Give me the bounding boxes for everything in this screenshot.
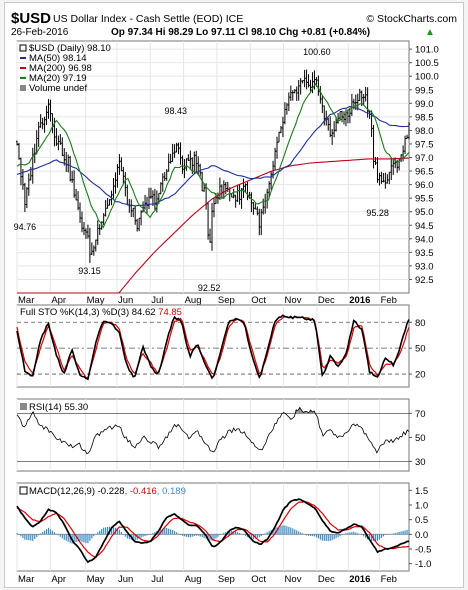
- symbol-title: $USD: [11, 10, 51, 27]
- x-axis-label: 2016: [349, 295, 370, 306]
- legend-swatch-price: [19, 44, 27, 52]
- price-ytick-label: 94.5: [415, 221, 434, 232]
- x-axis-label: Sep: [218, 295, 235, 306]
- price-ytick-label: 98.0: [415, 126, 434, 137]
- price-ytick-label: 94.0: [415, 234, 434, 245]
- rsi-legend-swatch: [20, 403, 27, 410]
- macd-legend: MACD(12,26,9) -0.228, -0.416, 0.189: [29, 486, 186, 497]
- x-axis-label: Dec: [318, 295, 335, 306]
- macd-ytick-label: -0.5: [415, 545, 431, 556]
- price-ytick-label: 101.0: [415, 45, 439, 56]
- price-annotation: 94.76: [14, 222, 37, 232]
- x-axis-label: Nov: [285, 574, 302, 585]
- rsi-panel: 70 50 30 RSI(14) 55.30: [16, 398, 426, 472]
- x-axis-label: Apr: [51, 574, 66, 585]
- x-axis-label: May: [87, 574, 105, 585]
- price-panel-border: [16, 40, 410, 294]
- stochastic-ytick-label: 80: [415, 318, 426, 329]
- price-annotation: 93.15: [78, 266, 101, 276]
- stochastic-legend-d: 74.85: [158, 307, 182, 318]
- macd-ytick-label: 1.0: [415, 501, 428, 512]
- price-ytick-label: 100.5: [415, 58, 439, 69]
- rsi-legend: RSI(14) 55.30: [29, 402, 88, 413]
- macd-panel: 1.5 1.0 0.5 0.0 -0.5 -1.0 MACD(12,26,9) -0.228…: [16, 482, 431, 585]
- price-panel: 94.76 93.15 98.43 92.52 100.60 95.28 101.0 100.…: [14, 40, 439, 306]
- price-ytick-label: 97.0: [415, 153, 434, 164]
- rsi-ytick-label: 50: [415, 433, 426, 444]
- x-axis-label: Jul: [151, 574, 163, 585]
- rsi-ytick-label: 70: [415, 409, 426, 420]
- macd-ytick-label: 0.0: [415, 530, 428, 541]
- macd-legend-macd: MACD(12,26,9) -0.228: [29, 486, 125, 497]
- stochastic-legend: Full STO %K(14,3) %D(3) 84.62 74.85: [20, 307, 182, 318]
- x-axis-label: Sep: [218, 574, 235, 585]
- price-annotation: 92.52: [198, 283, 221, 293]
- price-ytick-label: 92.5: [415, 275, 434, 286]
- x-axis-label: Nov: [285, 295, 302, 306]
- legend-volume: Volume undef: [29, 83, 87, 94]
- chart-canvas: $USD US Dollar Index - Cash Settle (EOD)…: [11, 10, 457, 585]
- x-axis-label: Jun: [118, 295, 133, 306]
- stochastic-legend-prefix: Full STO %K(14,3) %D(3): [20, 307, 132, 318]
- price-ytick-label: 100.0: [415, 72, 439, 83]
- legend-ma200: MA(200) 96.98: [29, 63, 92, 74]
- macd-legend-hist: , 0.189: [157, 486, 186, 497]
- stochastic-ytick-label: 20: [415, 370, 426, 381]
- price-ytick-label: 99.0: [415, 99, 434, 110]
- x-axis-label: 2016: [349, 574, 370, 585]
- price-ytick-label: 96.0: [415, 180, 434, 191]
- x-axis-label: Oct: [251, 574, 266, 585]
- price-annotation: 95.28: [366, 208, 389, 218]
- legend-swatch-volume: [20, 85, 26, 91]
- macd-ytick-label: 1.5: [415, 486, 428, 497]
- x-axis-label: May: [87, 295, 105, 306]
- x-axis-label: Apr: [51, 295, 66, 306]
- legend-title: $USD (Daily) 98.10: [29, 43, 111, 54]
- stochastic-legend-k: 84.62: [132, 307, 158, 318]
- macd-legend-signal: , -0.416: [125, 486, 157, 497]
- price-ytick-label: 97.5: [415, 139, 434, 150]
- symbol-description: US Dollar Index - Cash Settle (EOD) ICE: [53, 13, 243, 25]
- x-axis-label: Feb: [381, 295, 397, 306]
- macd-ytick-label: -1.0: [415, 559, 431, 570]
- macd-legend-swatch: [19, 486, 28, 495]
- x-axis-label: Dec: [318, 574, 335, 585]
- rsi-line: [16, 406, 410, 455]
- price-ytick-label: 95.0: [415, 207, 434, 218]
- price-ytick-label: 93.0: [415, 261, 434, 272]
- stochastic-panel: 80 50 20 Full STO %K(14,3) %D(3) 84.62 74.8…: [16, 304, 426, 388]
- rsi-ytick-label: 30: [415, 457, 426, 468]
- x-axis-label: Mar: [18, 574, 34, 585]
- x-axis-label: Jul: [151, 295, 163, 306]
- ma50-line: [16, 105, 410, 207]
- x-axis-label: Aug: [185, 295, 202, 306]
- macd-panel-border: [16, 482, 410, 572]
- macd-line: [16, 498, 410, 564]
- price-annotation: 100.60: [303, 47, 331, 57]
- price-ytick-label: 93.5: [415, 248, 434, 259]
- macd-ytick-label: 0.5: [415, 515, 428, 526]
- stochastic-ytick-label: 50: [415, 344, 426, 355]
- price-ytick-label: 98.5: [415, 112, 434, 123]
- x-axis-label: Aug: [185, 574, 202, 585]
- price-annotation: 98.43: [164, 106, 187, 116]
- legend-ma50: MA(50) 98.14: [29, 53, 87, 64]
- price-ytick-label: 99.5: [415, 85, 434, 96]
- legend-ma20: MA(20) 97.19: [29, 73, 87, 84]
- ma20-line: [16, 83, 410, 229]
- brand-label: © StockCharts.com: [366, 13, 457, 25]
- chart-frame: $USD US Dollar Index - Cash Settle (EOD)…: [4, 2, 464, 588]
- price-ytick-label: 95.5: [415, 194, 434, 205]
- price-ytick-label: 96.5: [415, 167, 434, 178]
- up-arrow-icon: ▲: [425, 27, 435, 38]
- x-axis-label: Feb: [381, 574, 397, 585]
- stochastic-k-line: [16, 314, 410, 381]
- quote-summary: Op 97.34 Hi 98.29 Lo 97.11 Cl 98.10 Chg …: [111, 27, 370, 38]
- x-axis-label: Mar: [18, 295, 34, 306]
- x-axis-label: Oct: [251, 295, 266, 306]
- ma200-line: [17, 157, 410, 294]
- x-axis-label: Jun: [118, 574, 133, 585]
- chart-date: 26-Feb-2016: [11, 27, 69, 38]
